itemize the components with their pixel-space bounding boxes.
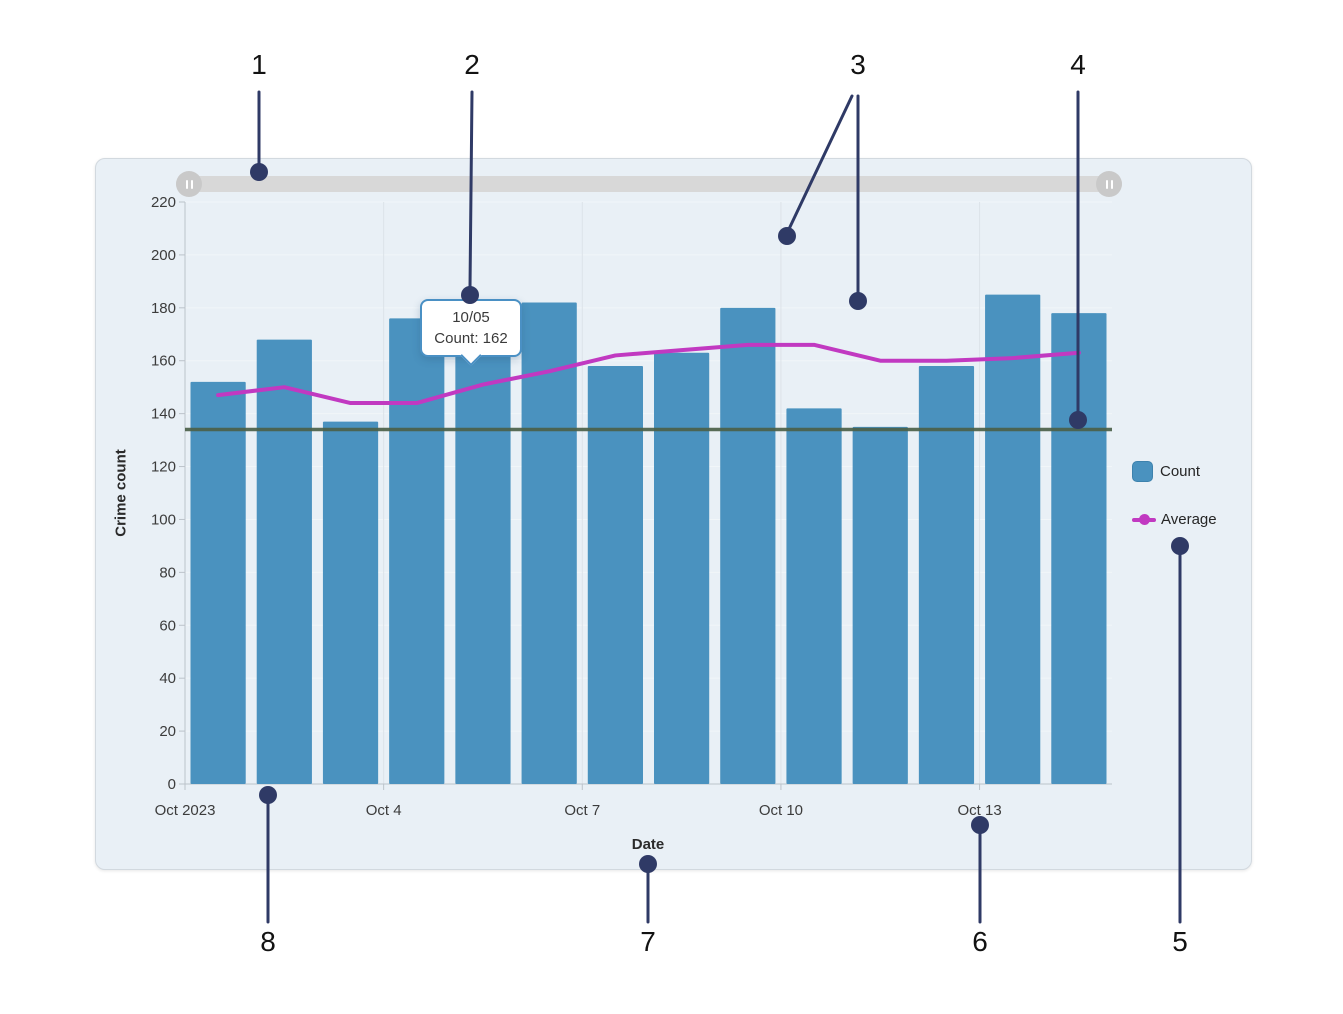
count-bar-oct-3[interactable]	[322, 421, 379, 784]
y-tick-label: 120	[151, 459, 176, 476]
tooltip-date: 10/05	[452, 309, 490, 326]
y-tick-label: 140	[151, 406, 176, 423]
count-bar-oct-14[interactable]	[1051, 313, 1107, 784]
count-bar-oct-4[interactable]	[389, 318, 445, 784]
y-tick-label: 80	[159, 564, 176, 581]
count-bar-oct-2[interactable]	[256, 339, 312, 784]
grip-vertical-icon	[190, 179, 193, 189]
y-tick-label: 180	[151, 300, 176, 317]
y-tick-label: 160	[151, 353, 176, 370]
y-axis-title: Crime count	[112, 449, 130, 537]
count-bar-oct-6[interactable]	[521, 302, 577, 784]
range-slider-left-handle[interactable]	[176, 171, 202, 197]
legend-item-average[interactable]: Average	[1132, 508, 1217, 530]
callout-number-2: 2	[464, 49, 480, 80]
count-bar-oct-11[interactable]	[852, 426, 908, 784]
callout-number-5: 5	[1172, 926, 1188, 957]
grip-vertical-icon	[1105, 179, 1108, 189]
range-slider-track[interactable]	[176, 176, 1122, 192]
callout-number-1: 1	[251, 49, 267, 80]
y-tick-label: 200	[151, 247, 176, 264]
average-line	[216, 342, 1081, 406]
callout-number-8: 8	[260, 926, 276, 957]
average-line-icon	[1132, 510, 1156, 529]
x-tick-label: Oct 2023	[155, 802, 216, 819]
y-tick-label: 60	[159, 617, 176, 634]
count-bar-oct-10[interactable]	[786, 408, 842, 784]
y-tick-label: 40	[159, 670, 176, 687]
callout-number-7: 7	[640, 926, 656, 957]
tooltip: 10/05 Count: 162	[420, 299, 522, 367]
count-bar-oct-13[interactable]	[985, 294, 1041, 784]
legend-average-label: Average	[1161, 510, 1217, 528]
tooltip-count: Count: 162	[434, 330, 508, 347]
count-bar-oct-9[interactable]	[720, 307, 776, 784]
count-bar-oct-12[interactable]	[918, 366, 975, 784]
grip-vertical-icon	[185, 179, 188, 189]
grip-vertical-icon	[1110, 179, 1113, 189]
callout-number-4: 4	[1070, 49, 1086, 80]
y-tick-label: 0	[168, 776, 176, 793]
x-tick-label: Oct 7	[564, 802, 600, 819]
legend-count-label: Count	[1160, 462, 1201, 480]
y-tick-label: 20	[159, 723, 176, 740]
count-bar-oct-7[interactable]	[587, 366, 643, 784]
count-bar-oct-8[interactable]	[654, 352, 710, 784]
x-tick-label: Oct 4	[366, 802, 402, 819]
x-tick-label: Oct 13	[957, 802, 1001, 819]
count-swatch-icon	[1132, 460, 1153, 482]
legend: Count Average	[1132, 460, 1217, 556]
x-tick-label: Oct 10	[759, 802, 803, 819]
count-bar-oct-1[interactable]	[190, 381, 246, 784]
legend-item-count[interactable]: Count	[1132, 460, 1217, 482]
y-tick-label: 220	[151, 194, 176, 211]
count-bar-oct-5[interactable]	[455, 355, 511, 784]
range-slider-right-handle[interactable]	[1096, 171, 1122, 197]
x-axis-title: Date	[631, 836, 665, 853]
callout-number-3: 3	[850, 49, 866, 80]
callout-number-6: 6	[972, 926, 988, 957]
y-tick-label: 100	[151, 511, 176, 528]
